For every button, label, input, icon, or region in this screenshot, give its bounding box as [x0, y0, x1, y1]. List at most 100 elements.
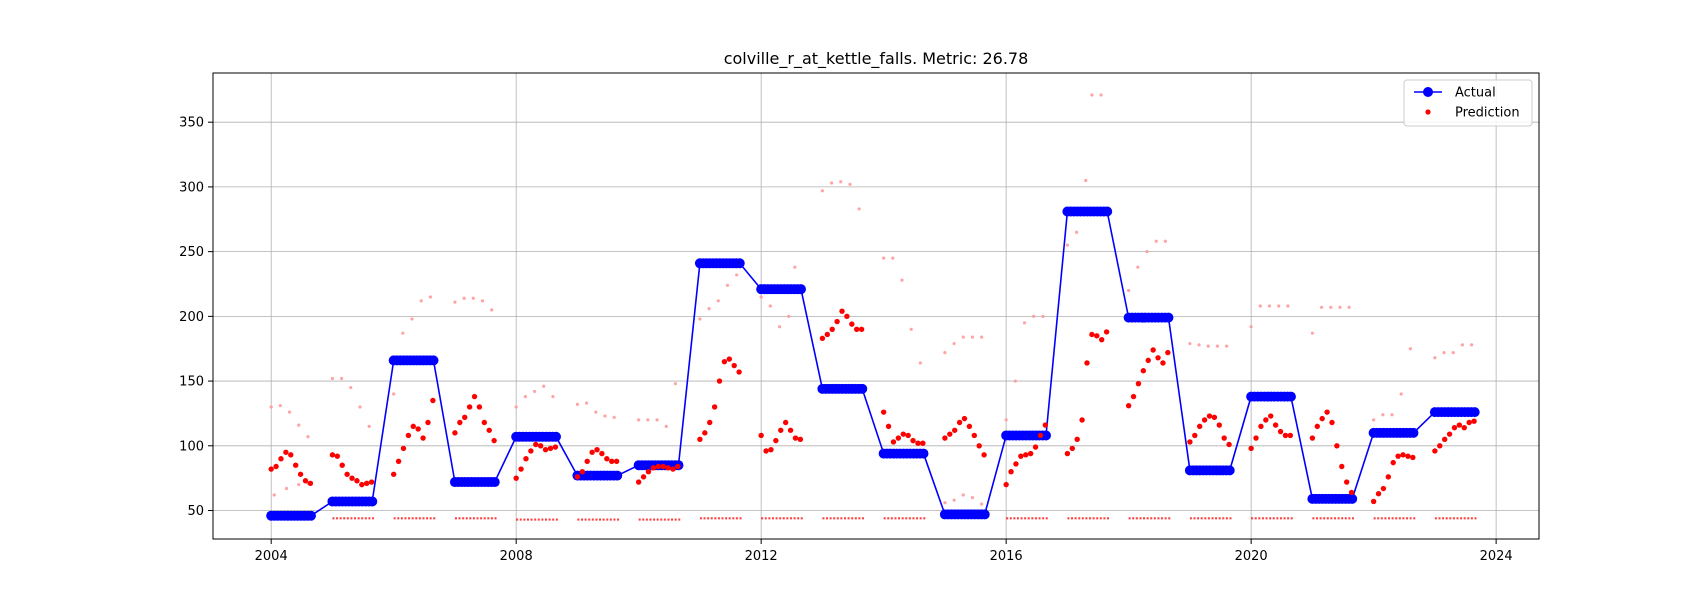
prediction-point [670, 466, 676, 472]
prediction-faint-point [857, 207, 861, 211]
prediction-point [1324, 409, 1330, 415]
prediction-point [518, 466, 524, 472]
actual-marker [918, 448, 929, 459]
prediction-faint-point [820, 189, 825, 193]
prediction-point [476, 404, 483, 410]
prediction-point [302, 478, 309, 484]
prediction-point [481, 419, 488, 426]
prediction-point [849, 321, 855, 327]
prediction-faint-point [392, 392, 396, 396]
actual-marker [1408, 427, 1419, 438]
prediction-point [768, 446, 774, 453]
actual-marker [612, 470, 623, 481]
prediction-faint-point [272, 493, 276, 497]
prediction-faint-point [1032, 314, 1036, 318]
prediction-point [410, 423, 416, 430]
prediction-point [1187, 439, 1193, 445]
prediction-faint-point [787, 314, 791, 318]
prediction-point [697, 436, 703, 443]
prediction-point [885, 423, 892, 430]
prediction-point [1074, 436, 1080, 443]
prediction-point [763, 448, 769, 454]
prediction-point [1410, 454, 1416, 461]
prediction-point [650, 465, 657, 471]
prediction-point [660, 463, 666, 470]
prediction-faint-point [340, 376, 344, 381]
prediction-faint-point [1197, 343, 1201, 347]
prediction-faint-point [1329, 305, 1333, 309]
prediction-point [349, 475, 355, 481]
prediction-point [1145, 357, 1151, 364]
prediction-point [635, 479, 642, 485]
prediction-faint-point [284, 486, 289, 491]
prediction-point [1461, 424, 1467, 431]
prediction-point [491, 437, 497, 444]
prediction-faint-point [462, 296, 466, 300]
prediction-point [1343, 479, 1350, 485]
prediction-faint-point [1286, 304, 1290, 308]
prediction-point [1329, 419, 1335, 426]
prediction-faint-point [891, 256, 895, 260]
prediction-point [1451, 424, 1458, 431]
prediction-point [839, 308, 845, 314]
prediction-point [1319, 415, 1325, 422]
prediction-faint-point [1225, 344, 1229, 348]
prediction-point [528, 448, 534, 454]
prediction-faint-point [1206, 344, 1210, 348]
prediction-point [1248, 445, 1254, 452]
prediction-faint-point [1347, 305, 1351, 309]
prediction-point [533, 441, 539, 448]
prediction-point [1069, 445, 1075, 452]
prediction-point [613, 458, 620, 465]
prediction-faint-point [419, 299, 423, 303]
prediction-faint-point [1451, 351, 1455, 355]
prediction-point [1013, 461, 1019, 467]
prediction-faint-point [637, 418, 641, 422]
x-tick-label: 2004 [255, 549, 288, 564]
prediction-point [956, 419, 963, 426]
prediction-point [1192, 432, 1198, 439]
prediction-point [942, 435, 948, 441]
prediction-faint-point [943, 501, 947, 505]
prediction-point [976, 443, 982, 449]
x-tick-label: 2016 [990, 549, 1023, 564]
prediction-faint-point [612, 415, 616, 419]
prediction-faint-point [297, 423, 301, 427]
prediction-point [359, 481, 365, 488]
actual-series [266, 206, 1480, 521]
prediction-faint-point [1041, 314, 1045, 318]
prediction-point [268, 466, 274, 472]
prediction-faint-point [952, 498, 956, 502]
prediction-faint-point [829, 181, 834, 185]
prediction-faint-point [1408, 347, 1412, 351]
prediction-point [1037, 432, 1044, 439]
prediction-point [1370, 498, 1377, 505]
prediction-point [1268, 413, 1274, 419]
prediction-faint-point [575, 402, 580, 406]
actual-marker [1224, 465, 1235, 476]
actual-marker [1102, 206, 1113, 217]
prediction-point [1272, 422, 1279, 428]
prediction-point [1003, 481, 1009, 488]
prediction-point [1216, 422, 1222, 428]
prediction-point [834, 318, 840, 325]
actual-marker [734, 258, 745, 269]
prediction-faint-point [655, 418, 659, 422]
prediction-faint-point [943, 351, 947, 355]
prediction-point [1155, 355, 1161, 361]
prediction-faint-point [1013, 379, 1017, 383]
prediction-point [1135, 380, 1142, 387]
prediction-point [1334, 443, 1340, 449]
prediction-point [1258, 423, 1264, 430]
prediction-faint-point [594, 410, 598, 414]
grid [213, 73, 1539, 539]
prediction-point [819, 335, 826, 342]
prediction-point [390, 471, 397, 477]
prediction-point [721, 358, 728, 365]
prediction-faint-point [918, 361, 923, 365]
prediction-point [736, 369, 742, 375]
prediction-faint-point [839, 180, 843, 184]
prediction-faint-point [980, 502, 984, 506]
prediction-faint-point [453, 300, 457, 304]
prediction-point [731, 362, 737, 369]
